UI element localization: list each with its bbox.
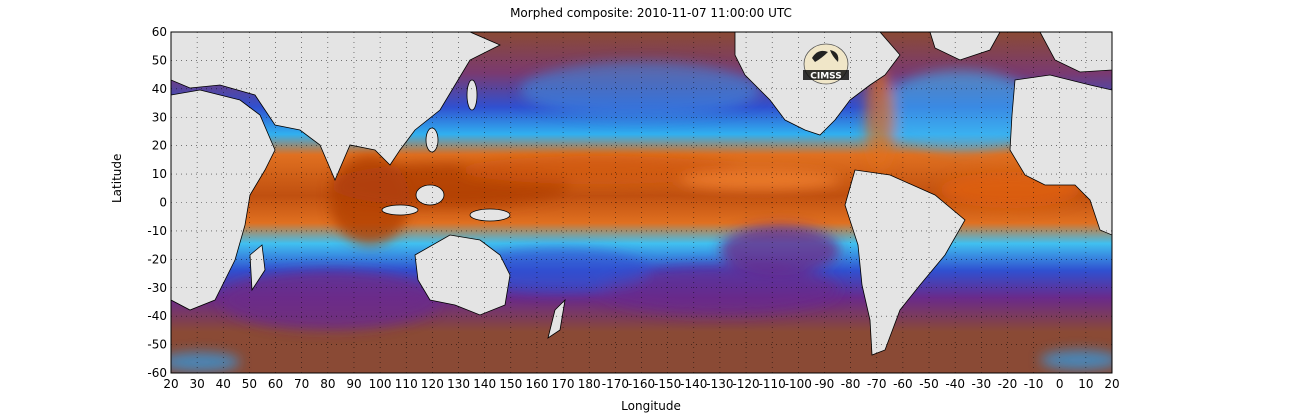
lon-tick-label: -170 xyxy=(602,377,629,391)
lon-tick-label: -50 xyxy=(919,377,939,391)
lon-tick-label: -90 xyxy=(815,377,835,391)
australia-land xyxy=(414,234,511,316)
lon-tick-label: -80 xyxy=(841,377,861,391)
lon-tick-label: 160 xyxy=(525,377,548,391)
greenland-land xyxy=(929,32,1001,61)
eurasia-land xyxy=(171,32,501,182)
lat-tick-label: 40 xyxy=(152,82,167,96)
lon-tick-label: 10 xyxy=(1078,377,1093,391)
lon-tick-label: 110 xyxy=(395,377,418,391)
lon-tick-label: -150 xyxy=(654,377,681,391)
lon-tick-label: 170 xyxy=(552,377,575,391)
new-guinea-land xyxy=(469,208,511,222)
lat-tick-label: 30 xyxy=(152,110,167,124)
lat-tick-label: -30 xyxy=(147,281,167,295)
longitude-ticks: 20 30 40 50 60 70 80 90 100 110 120 130 140 150 160 170… xyxy=(163,377,1119,391)
south-america-land xyxy=(844,169,966,356)
plot-frame xyxy=(170,31,1113,374)
cimss-logo: CIMSS xyxy=(803,43,849,85)
lon-tick-label: 60 xyxy=(268,377,283,391)
lon-tick-label: -40 xyxy=(945,377,965,391)
lat-tick-label: -60 xyxy=(147,366,167,380)
x-axis-label: Longitude xyxy=(621,399,681,413)
lon-tick-label: 70 xyxy=(294,377,309,391)
europe-land xyxy=(1039,32,1112,73)
lon-tick-label: -70 xyxy=(867,377,887,391)
lat-tick-label: 10 xyxy=(152,167,167,181)
map-title: Morphed composite: 2010-11-07 11:00:00 U… xyxy=(510,6,792,20)
lon-tick-label: 90 xyxy=(346,377,361,391)
graticule xyxy=(171,32,1112,373)
new-zealand-land xyxy=(547,298,566,339)
lon-tick-label: 100 xyxy=(369,377,392,391)
lat-tick-label: -40 xyxy=(147,309,167,323)
lon-tick-label: -140 xyxy=(680,377,707,391)
lon-tick-label: 20 xyxy=(1104,377,1119,391)
lon-tick-label: -130 xyxy=(706,377,733,391)
lon-tick-label: -30 xyxy=(972,377,992,391)
west-africa-land xyxy=(1009,74,1112,236)
madagascar-land xyxy=(249,244,266,292)
lon-tick-label: 130 xyxy=(447,377,470,391)
lon-tick-label: 30 xyxy=(189,377,204,391)
lon-tick-label: -10 xyxy=(1024,377,1044,391)
lat-tick-label: 50 xyxy=(152,53,167,67)
lon-tick-label: 40 xyxy=(216,377,231,391)
lon-tick-label: 150 xyxy=(499,377,522,391)
land-masses xyxy=(171,32,1112,356)
lat-tick-label: 60 xyxy=(152,25,167,39)
lon-tick-label: 50 xyxy=(242,377,257,391)
lon-tick-label: 120 xyxy=(421,377,444,391)
lon-tick-label: -20 xyxy=(998,377,1018,391)
lon-tick-label: -100 xyxy=(785,377,812,391)
lon-tick-label: -110 xyxy=(759,377,786,391)
lon-tick-label: -60 xyxy=(893,377,913,391)
lon-tick-label: 180 xyxy=(578,377,601,391)
sumatra-land xyxy=(381,204,419,216)
north-america-land xyxy=(734,32,901,136)
lat-tick-label: -10 xyxy=(147,224,167,238)
lon-tick-label: 0 xyxy=(1056,377,1064,391)
japan-land xyxy=(466,79,478,111)
lat-tick-label: -20 xyxy=(147,252,167,266)
logo-text: CIMSS xyxy=(810,72,841,82)
lon-tick-label: 80 xyxy=(320,377,335,391)
lon-tick-label: -120 xyxy=(732,377,759,391)
lon-tick-label: 140 xyxy=(473,377,496,391)
latitude-ticks: 60 50 40 30 20 10 0 -10 -20 -30 -40 -50 -60 xyxy=(147,25,167,380)
lat-tick-label: -50 xyxy=(147,338,167,352)
philippines-land xyxy=(425,127,439,153)
lon-tick-label: 20 xyxy=(163,377,178,391)
africa-land xyxy=(171,89,276,311)
lat-tick-label: 20 xyxy=(152,139,167,153)
borneo-land xyxy=(415,184,445,206)
lat-tick-label: 0 xyxy=(159,196,167,210)
lon-tick-label: -160 xyxy=(628,377,655,391)
